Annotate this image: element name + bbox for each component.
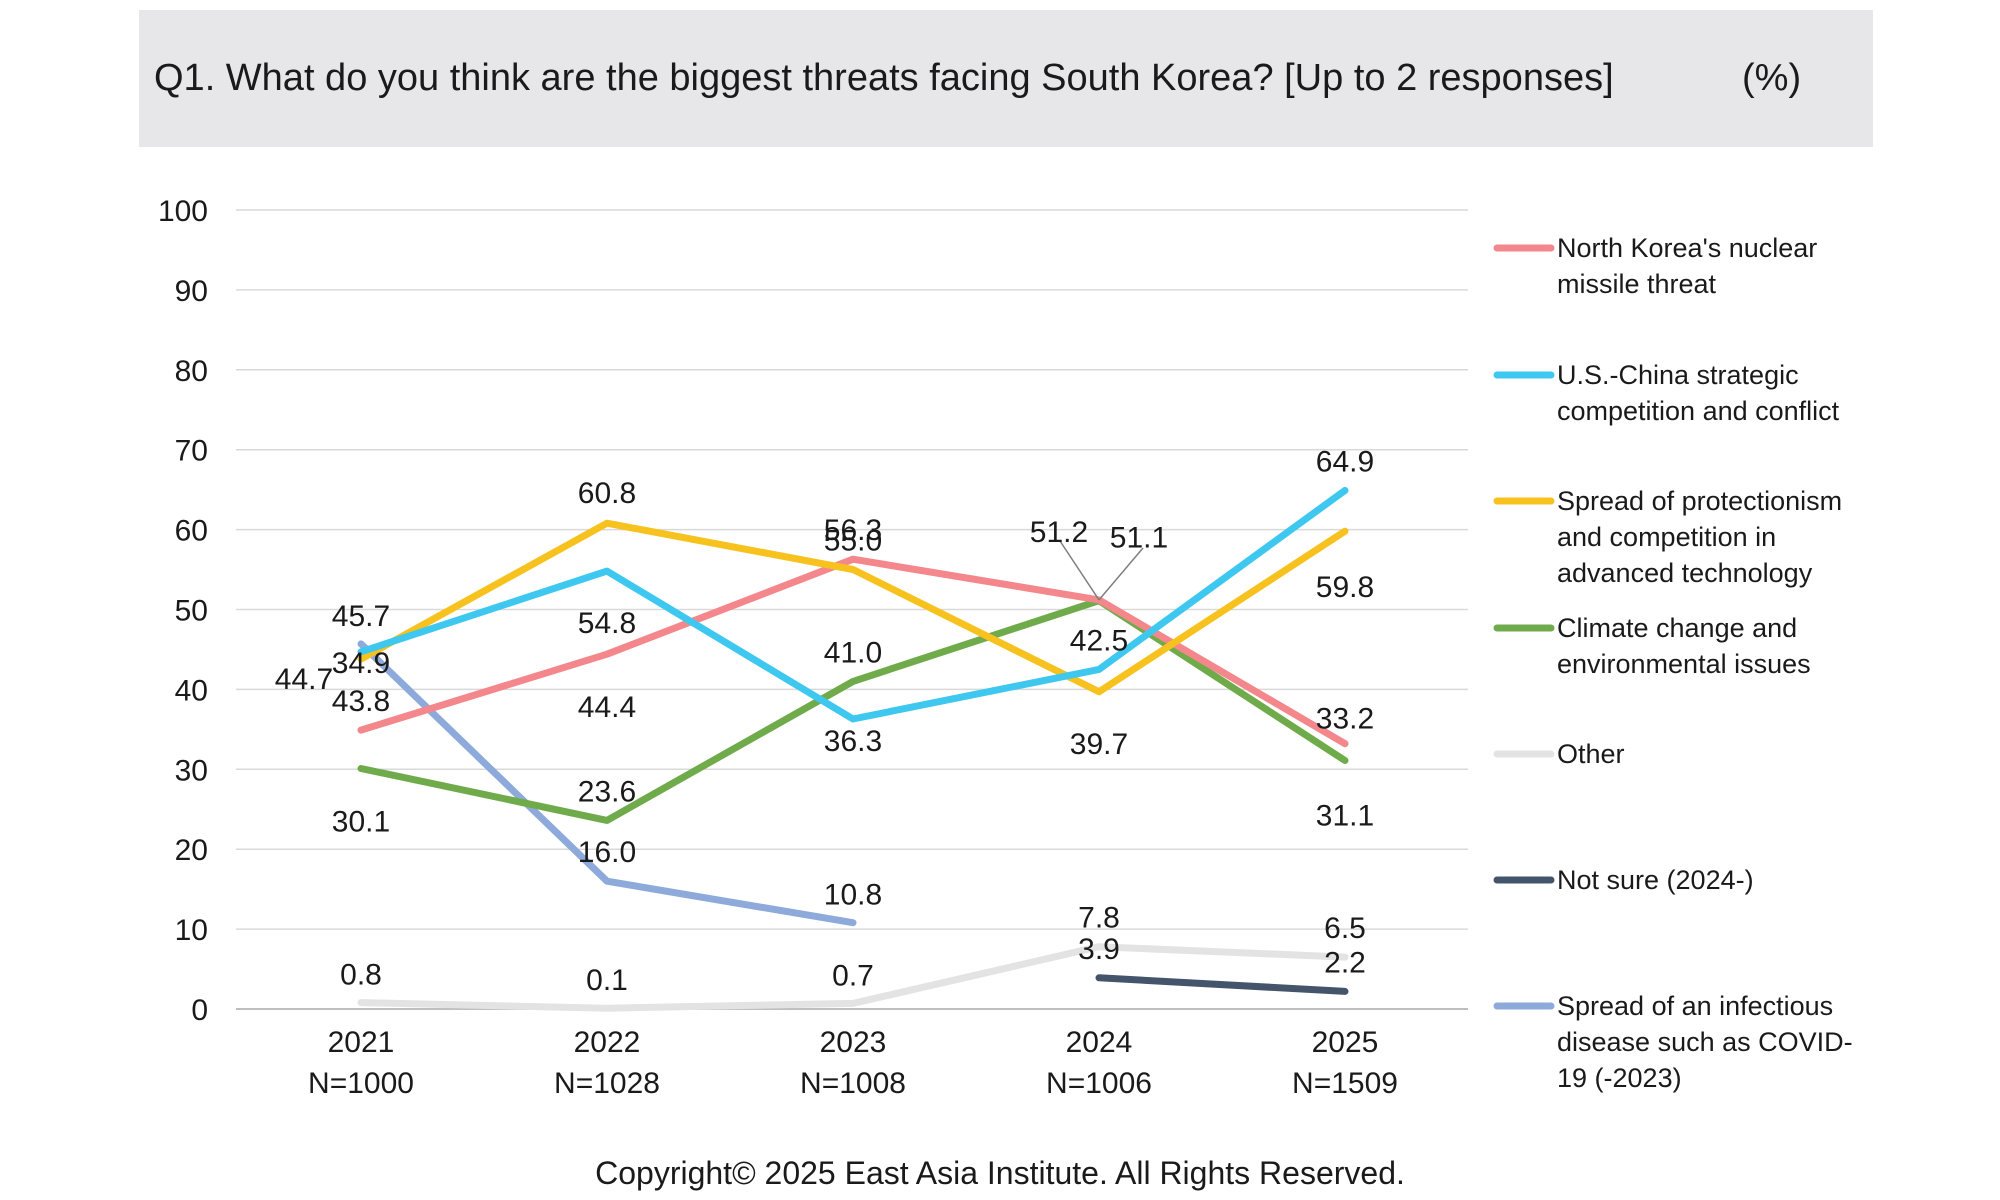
data-label: 2.2 [1324, 946, 1366, 979]
y-tick-label: 0 [191, 994, 208, 1027]
data-label: 54.8 [578, 607, 636, 640]
x-tick-sublabel: N=1000 [308, 1067, 414, 1100]
y-tick-label: 60 [175, 515, 208, 548]
series-line-6 [357, 640, 857, 927]
unit-label: (%) [1742, 57, 1802, 99]
data-label: 16.0 [578, 836, 636, 869]
data-label: 0.1 [586, 964, 628, 997]
data-label: 6.5 [1324, 912, 1366, 945]
x-tick-sublabel: N=1028 [554, 1067, 660, 1100]
data-label: 42.5 [1070, 624, 1128, 657]
y-tick-label: 50 [175, 595, 208, 628]
y-tick-label: 20 [175, 834, 208, 867]
x-tick-label: 2024 [1066, 1026, 1133, 1059]
data-label: 3.9 [1078, 933, 1120, 966]
series-line-3 [357, 597, 1349, 824]
series-line-1 [357, 486, 1349, 723]
data-label: 51.2 [1030, 516, 1088, 549]
legend-label: U.S.-China strategic competition and conf… [1557, 360, 1840, 426]
data-label: 45.7 [332, 600, 390, 633]
legend-label: Other [1557, 739, 1625, 769]
data-label: 41.0 [824, 636, 882, 669]
data-label: 0.7 [832, 959, 874, 992]
y-tick-label: 40 [175, 674, 208, 707]
data-label: 30.1 [332, 806, 390, 839]
y-tick-label: 70 [175, 435, 208, 468]
x-tick-label: 2025 [1312, 1026, 1379, 1059]
series-line-2 [357, 519, 1349, 696]
data-label: 43.8 [332, 685, 390, 718]
x-tick-sublabel: N=1509 [1292, 1067, 1398, 1100]
data-label: 0.8 [340, 959, 382, 992]
data-label: 59.8 [1316, 571, 1374, 604]
data-label: 44.7 [275, 663, 333, 696]
data-label: 60.8 [578, 477, 636, 510]
data-label: 56.3 [824, 514, 882, 547]
data-label: 23.6 [578, 775, 636, 808]
series-line-4 [357, 943, 1349, 1012]
data-label: 44.4 [578, 691, 636, 724]
leader-line [1059, 540, 1100, 601]
y-tick-label: 10 [175, 914, 208, 947]
legend-label: Not sure (2024-) [1557, 865, 1754, 895]
x-tick-label: 2021 [328, 1026, 395, 1059]
data-label: 39.7 [1070, 728, 1128, 761]
series-line-5 [1095, 974, 1349, 995]
x-tick-label: 2022 [574, 1026, 641, 1059]
chart-title-bar: Q1. What do you think are the biggest th… [139, 10, 1873, 147]
x-tick-label: 2023 [820, 1026, 887, 1059]
data-label: 64.9 [1316, 445, 1374, 478]
leader-line [1098, 547, 1144, 601]
y-tick-label: 30 [175, 754, 208, 787]
data-label: 36.3 [824, 725, 882, 758]
copyright-notice: Copyright© 2025 East Asia Institute. All… [595, 1155, 1405, 1191]
chart-title: Q1. What do you think are the biggest th… [154, 57, 1614, 99]
data-label: 55.0 [824, 525, 882, 558]
data-label: 33.2 [1316, 703, 1374, 736]
data-label: 31.1 [1316, 800, 1374, 833]
y-tick-label: 90 [175, 275, 208, 308]
y-tick-label: 100 [158, 195, 208, 228]
x-tick-sublabel: N=1006 [1046, 1067, 1152, 1100]
y-tick-label: 80 [175, 355, 208, 388]
x-tick-sublabel: N=1008 [800, 1067, 906, 1100]
legend-label: North Korea's nuclear missile threat [1557, 233, 1817, 299]
series-line-0 [357, 555, 1349, 748]
data-label: 51.1 [1110, 522, 1168, 555]
data-label: 34.9 [332, 647, 390, 680]
data-label: 10.8 [824, 879, 882, 912]
data-label: 7.8 [1078, 902, 1120, 935]
legend-label: Spread of an infectious disease such as C… [1557, 991, 1853, 1093]
legend-label: Climate change and environmental issues [1557, 613, 1811, 679]
legend-label: Spread of protectionism and competition i… [1557, 486, 1842, 588]
